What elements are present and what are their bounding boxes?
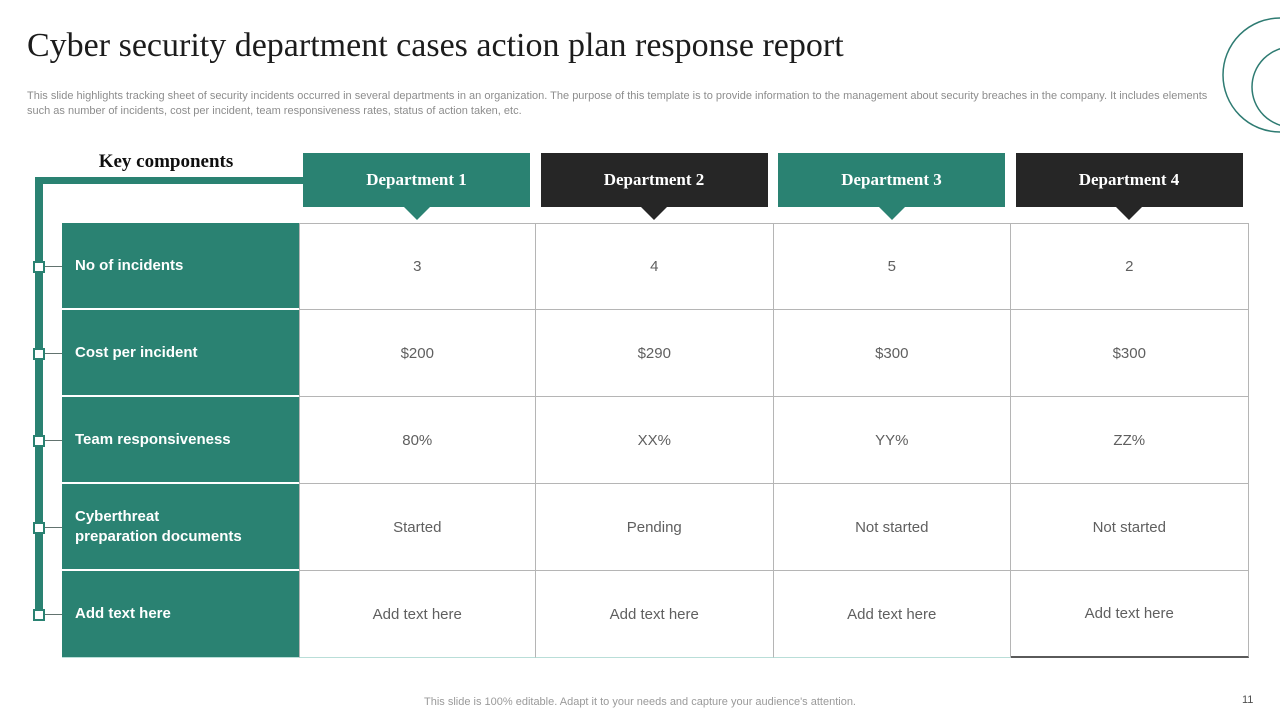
page-title: Cyber security department cases action p… xyxy=(27,27,844,64)
value-cell: 3 xyxy=(298,223,536,310)
arrow-down-icon xyxy=(641,207,667,220)
connector-branch xyxy=(45,614,63,615)
value-cell: Not started xyxy=(1011,484,1249,571)
department-header-label: Department 1 xyxy=(366,170,467,189)
connector-node xyxy=(33,434,45,447)
value-cell: 5 xyxy=(773,223,1011,310)
connector-branch xyxy=(45,527,63,528)
concentric-circles-icon xyxy=(1222,17,1280,133)
department-header-label: Department 3 xyxy=(841,170,942,189)
connector-node xyxy=(33,521,45,534)
department-header: Department 4 xyxy=(1015,153,1243,220)
row-header-cell: Cyberthreat preparation documents xyxy=(62,484,299,571)
value-cell: 4 xyxy=(536,223,774,310)
arrow-down-icon xyxy=(878,207,905,220)
department-header-label: Department 4 xyxy=(1078,170,1180,189)
value-cell: $200 xyxy=(298,310,536,397)
connector-node xyxy=(33,347,45,360)
value-cell: $290 xyxy=(536,310,774,397)
connector-line-horizontal xyxy=(35,177,303,184)
connector-branch xyxy=(45,353,63,354)
value-cell[interactable]: Add text here xyxy=(1011,571,1249,658)
value-cell: XX% xyxy=(536,397,774,484)
row-header-cell: No of incidents xyxy=(62,223,299,310)
connector-branch xyxy=(45,266,63,267)
value-cell[interactable]: Add text here xyxy=(773,571,1011,658)
value-cell: ZZ% xyxy=(1011,397,1249,484)
department-header-label: Department 2 xyxy=(603,170,705,189)
value-cell: $300 xyxy=(773,310,1011,397)
page-subtitle: This slide highlights tracking sheet of … xyxy=(27,90,1208,117)
arrow-down-icon xyxy=(403,207,430,220)
page-number: 11 xyxy=(1242,694,1254,706)
arrow-down-icon xyxy=(1116,207,1142,220)
row-header-cell: Add text here xyxy=(62,571,299,658)
value-cell: Pending xyxy=(536,484,774,571)
connector-line-vertical xyxy=(35,177,43,618)
value-cell: Not started xyxy=(773,484,1011,571)
value-cell[interactable]: Add text here xyxy=(536,571,774,658)
value-cell: Started xyxy=(298,484,536,571)
row-header-cell: Cost per incident xyxy=(62,310,299,397)
report-table: No of incidents 3 4 5 2 Cost per incident $200… xyxy=(62,223,1249,658)
row-header-cell: Team responsiveness xyxy=(62,397,299,484)
connector-branch xyxy=(45,440,63,441)
department-header: Department 2 xyxy=(540,153,768,220)
value-cell: 80% xyxy=(298,397,536,484)
value-cell[interactable]: Add text here xyxy=(298,571,536,658)
footer-note: This slide is 100% editable. Adapt it to… xyxy=(424,696,856,708)
value-cell: $300 xyxy=(1011,310,1249,397)
value-cell: YY% xyxy=(773,397,1011,484)
key-components-label: Key components xyxy=(98,151,234,172)
value-cell: 2 xyxy=(1011,223,1249,310)
department-header: Department 1 xyxy=(303,153,530,220)
connector-node xyxy=(33,260,45,273)
connector-node xyxy=(33,608,45,621)
department-header: Department 3 xyxy=(778,153,1005,220)
